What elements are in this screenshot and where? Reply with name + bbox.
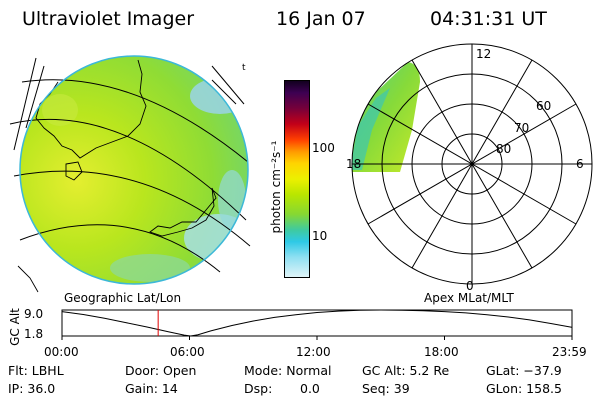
instrument-title: Ultraviolet Imager: [22, 8, 195, 30]
geo-caption: Geographic Lat/Lon: [64, 291, 182, 305]
polar-caption: Apex MLat/MLT: [424, 291, 514, 305]
time-tick-1200: 12:00: [296, 345, 331, 359]
status-door: Door: Open: [125, 363, 197, 378]
status-glon: GLon: 158.5: [486, 381, 562, 396]
orbit-altitude-line: [61, 309, 572, 337]
time-tick-1800: 18:00: [424, 345, 459, 359]
time-tick-0000: 00:00: [44, 345, 79, 359]
status-filter: Flt: LBHL: [8, 363, 64, 378]
status-dsp-value: 0.0: [300, 381, 320, 396]
altitude-ytick-min: 1.8: [24, 327, 44, 341]
status-glat: GLat: −37.9: [486, 363, 562, 378]
altitude-plot-frame: [61, 309, 573, 337]
status-mode: Mode: Normal: [244, 363, 332, 378]
colorbar-tick-10: 10: [312, 229, 328, 243]
status-seq: Seq: 39: [362, 381, 410, 396]
status-dsp-label: Dsp:: [244, 381, 273, 396]
colorbar-tick-100: 100: [312, 141, 335, 155]
time-tick-0600: 06:00: [170, 345, 205, 359]
status-gain: Gain: 14: [125, 381, 178, 396]
observation-date: 16 Jan 07: [276, 8, 366, 30]
colorbar: [284, 80, 310, 278]
time-tick-2359: 23:59: [552, 345, 587, 359]
observation-time: 04:31:31 UT: [430, 8, 547, 30]
altitude-ytick-max: 9.0: [24, 307, 44, 321]
status-gc-alt: GC Alt: 5.2 Re: [362, 363, 450, 378]
status-ip: IP: 36.0: [8, 381, 56, 396]
